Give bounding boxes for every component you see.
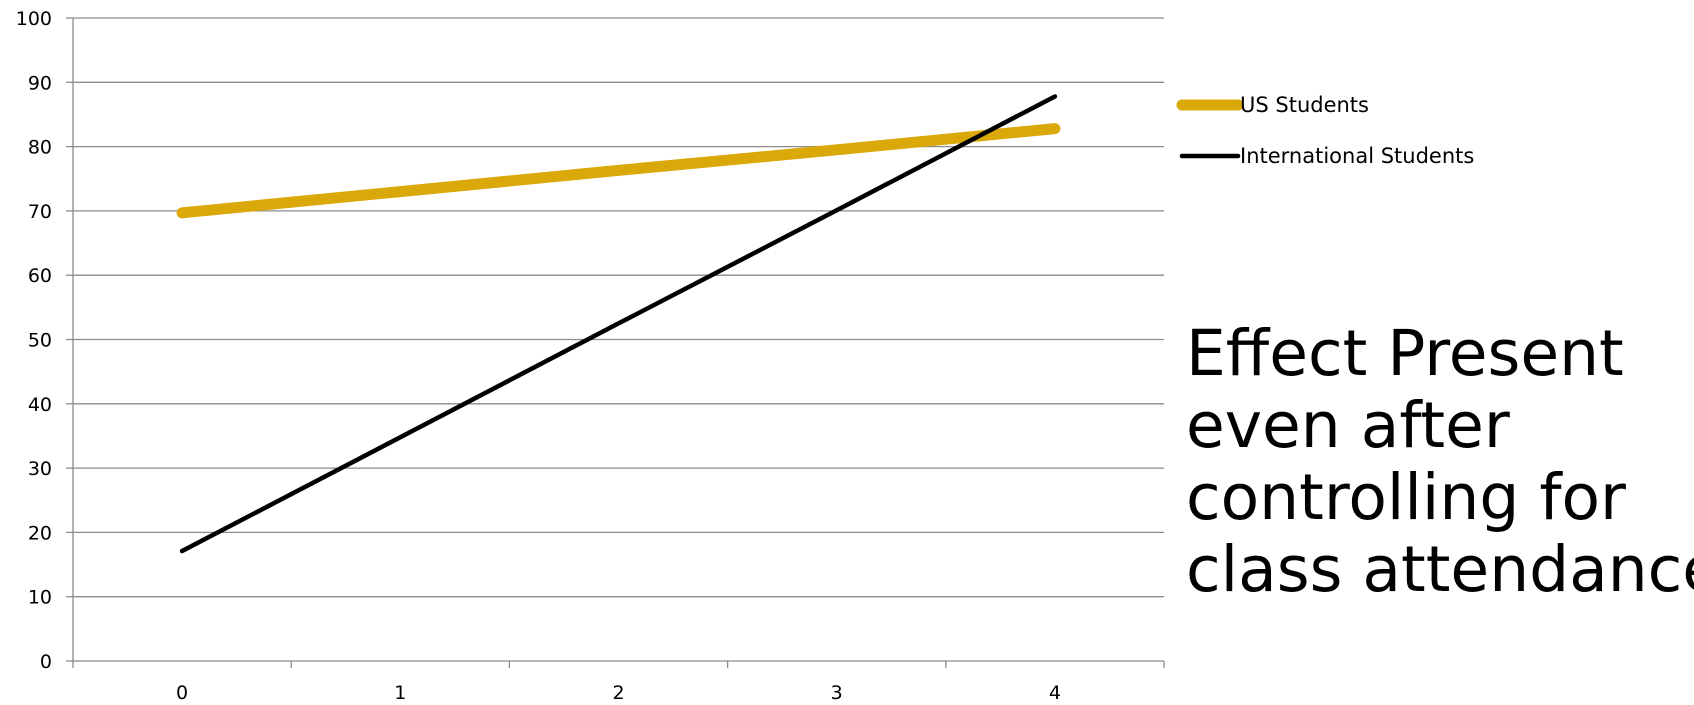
legend-label: International Students <box>1240 144 1474 168</box>
axes <box>66 17 1165 668</box>
annotation-line-4: class attendance <box>1186 533 1694 606</box>
y-tick-label: 80 <box>28 137 52 159</box>
annotation-line-3: controlling for <box>1186 461 1626 534</box>
y-tick-label: 40 <box>28 394 52 416</box>
y-tick-label: 10 <box>28 587 52 609</box>
legend: US Students International Students <box>1176 93 1474 168</box>
y-tick-label: 0 <box>40 651 52 673</box>
series-line-1 <box>176 123 1061 219</box>
series-line-2 <box>179 94 1058 554</box>
y-tick-label: 20 <box>28 522 52 544</box>
annotation-text: Effect Present even after controlling fo… <box>1186 317 1694 606</box>
y-tick-label: 70 <box>28 201 52 223</box>
y-tick-label: 30 <box>28 458 52 480</box>
annotation-line-1: Effect Present <box>1186 317 1624 390</box>
y-tick-label: 90 <box>28 72 52 94</box>
x-tick-label: 4 <box>1049 682 1061 704</box>
x-tick-label: 0 <box>176 682 188 704</box>
y-axis-tick-labels: 0 10 20 30 40 50 60 70 80 90 100 <box>16 8 52 673</box>
gridlines <box>73 17 1164 598</box>
legend-label: US Students <box>1240 93 1369 117</box>
y-tick-label: 100 <box>16 8 52 30</box>
y-tick-label: 50 <box>28 330 52 352</box>
x-tick-label: 3 <box>831 682 843 704</box>
series-lines <box>176 94 1061 554</box>
annotation-line-2: even after <box>1186 389 1510 462</box>
x-tick-label: 1 <box>394 682 406 704</box>
x-tick-label: 2 <box>612 682 624 704</box>
x-axis-tick-labels: 0 1 2 3 4 <box>176 682 1061 704</box>
y-tick-label: 60 <box>28 265 52 287</box>
